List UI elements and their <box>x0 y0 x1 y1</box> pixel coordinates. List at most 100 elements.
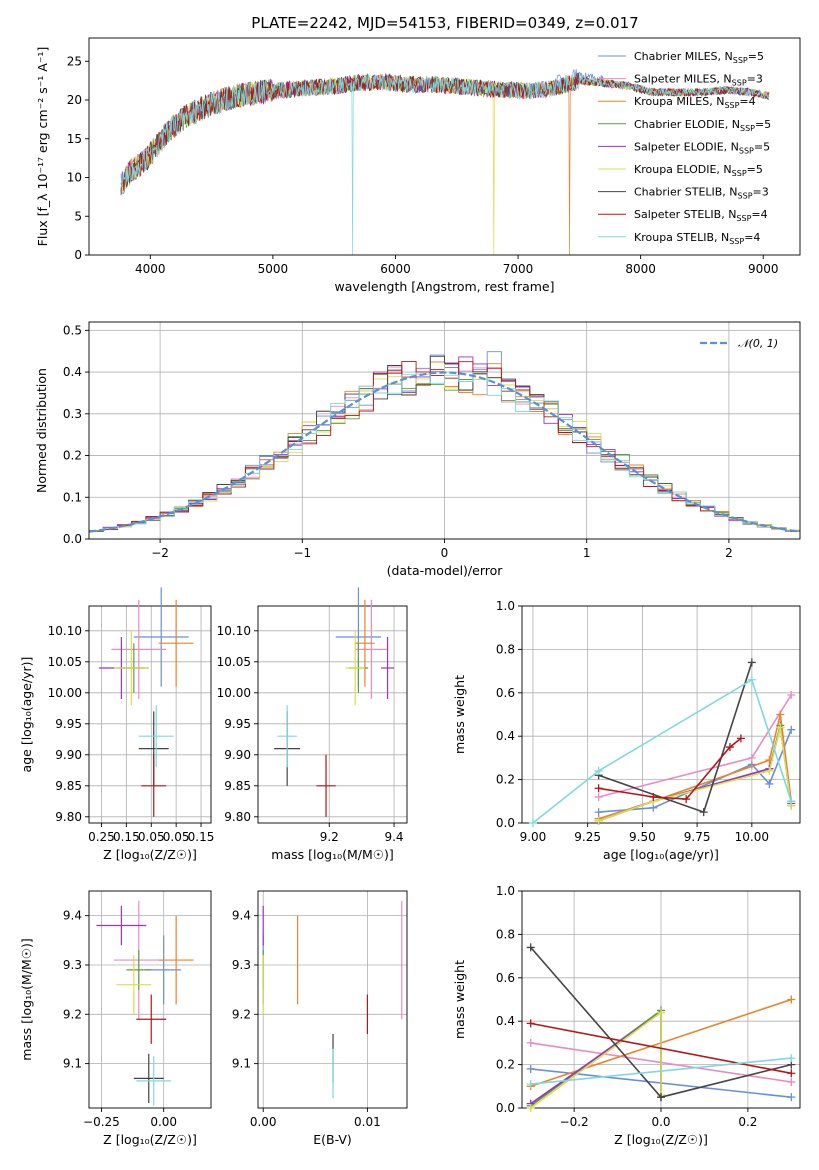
y-tick-label: 9.80 <box>55 810 82 824</box>
y-tick-label: 0.6 <box>496 686 515 700</box>
mass-weight-marker <box>526 1080 535 1089</box>
legend-entry: Chabrier STELIB, NSSP=3 <box>634 186 769 201</box>
y-tick-label: 1.0 <box>496 599 515 613</box>
y-axis-label: Normed distribution <box>34 368 49 493</box>
errorbar-point <box>316 754 336 817</box>
mass-weight-marker <box>776 723 785 732</box>
legend-entry: Kroupa STELIB, NSSP=4 <box>634 231 760 246</box>
mass-weight-marker <box>699 808 708 817</box>
x-axis-label: E(B-V) <box>313 1132 352 1147</box>
y-tick-label: 0.5 <box>63 323 82 337</box>
y-tick-label: 9.4 <box>232 909 251 923</box>
mass-weight-line <box>530 1057 792 1085</box>
spectrum-series-line <box>120 74 770 255</box>
x-tick-label: −2 <box>151 546 169 560</box>
errorbar-point <box>116 955 152 1015</box>
y-tick-label: 9.80 <box>224 810 251 824</box>
y-tick-label: 0.1 <box>63 490 82 504</box>
y-tick-label: 0.6 <box>496 971 515 985</box>
x-tick-label: 0.25 <box>88 830 115 844</box>
mass-weight-marker <box>787 1069 796 1078</box>
x-tick-label: 10.00 <box>735 830 769 844</box>
x-axis-label: wavelength [Angstrom, rest frame] <box>334 279 554 294</box>
axes-frame <box>521 890 801 1109</box>
x-tick-label: 1 <box>583 546 591 560</box>
x-tick-label: 0.00 <box>250 1115 277 1129</box>
y-tick-label: 0.3 <box>63 407 82 421</box>
spectrum-panel: 4000 5000 6000 7000 8000 9000 0 5 10 15 20 25 wavele… <box>35 37 801 294</box>
mass-weight-marker <box>747 753 756 762</box>
massweight-vs-age-panel: 9.00 9.25 9.50 9.75 10.00 0.0 0.2 0.4 0.6 0.8 1.0 a… <box>452 599 801 862</box>
x-tick-label: 0.01 <box>354 1115 381 1129</box>
y-axis-label: mass weight <box>452 675 467 754</box>
axes-frame <box>88 890 212 1109</box>
x-axis-label: (data-model)/error <box>387 563 504 578</box>
x-axis-label: Z [log₁₀(Z/Z☉)] <box>103 847 197 862</box>
y-tick-label: 10.10 <box>48 624 82 638</box>
mass-weight-marker <box>787 1077 796 1086</box>
legend-entry: 𝒩(0, 1) <box>738 337 778 350</box>
x-tick-label: 0.15 <box>113 830 140 844</box>
residuals-panel: −2 −1 0 1 2 0.0 0.1 0.2 0.3 0.4 0.5 (data-model)/er… <box>34 321 801 578</box>
y-axis-label: mass weight <box>452 960 467 1039</box>
mass-weight-marker <box>736 734 745 743</box>
mass-weight-marker <box>594 816 603 825</box>
gaussian-curve <box>88 371 801 533</box>
y-tick-label: 0.0 <box>496 1101 515 1115</box>
massweight-vs-Z-panel: −0.2 0.0 0.2 0.0 0.2 0.4 0.6 0.8 1.0 Z [log₁₀(Z/Z… <box>452 884 801 1147</box>
y-tick-label: 0.2 <box>496 773 515 787</box>
y-axis-label: mass [log₁₀(M/M☉)] <box>19 938 34 1060</box>
y-tick-label: 10.00 <box>48 686 82 700</box>
errorbar-point <box>138 705 174 768</box>
figure-title: PLATE=2242, MJD=54153, FIBERID=0349, z=0… <box>251 14 638 32</box>
errorbar-point <box>111 599 167 699</box>
y-tick-label: 0.4 <box>496 729 515 743</box>
legend-entry: Salpeter MILES, NSSP=3 <box>634 73 763 88</box>
mass-weight-marker <box>725 743 734 752</box>
x-tick-label: 2 <box>725 546 733 560</box>
mass-weight-marker <box>594 792 603 801</box>
y-tick-label: 9.85 <box>55 779 82 793</box>
axes-frame <box>257 605 408 824</box>
errorbar-point <box>136 994 167 1044</box>
y-tick-label: 0.2 <box>496 1058 515 1072</box>
mass-weight-marker <box>657 1093 665 1102</box>
y-tick-label: 0.2 <box>63 449 82 463</box>
axes-frame <box>88 605 212 824</box>
age-vs-mass-panel: 9.2 9.4 9.80 9.85 9.90 9.95 10.00 10.05 10.10 mas… <box>217 587 408 862</box>
y-tick-label: 9.2 <box>63 1007 82 1021</box>
x-tick-label: 0.05 <box>138 830 165 844</box>
x-tick-label: 0.0 <box>651 1115 670 1129</box>
legend-entry: Chabrier ELODIE, NSSP=5 <box>634 118 771 133</box>
errorbar-point <box>355 599 388 699</box>
mass-vs-Z-panel: −0.25 0.00 9.1 9.2 9.3 9.4 Z [log₁₀(Z/Z☉)] mass… <box>19 890 212 1147</box>
mass-weight-marker <box>594 784 603 793</box>
mass-weight-marker <box>528 819 537 827</box>
spectrum-series-line <box>120 73 770 191</box>
residual-histogram <box>89 372 800 534</box>
x-tick-label: 0.2 <box>738 1115 757 1129</box>
x-tick-label: 0 <box>441 546 449 560</box>
axes-frame <box>88 37 801 256</box>
errorbar-point <box>136 1056 172 1106</box>
y-tick-label: 0.0 <box>63 532 82 546</box>
errorbar-point <box>133 587 189 687</box>
x-axis-label: age [log₁₀(age/yr)] <box>603 847 719 862</box>
errorbar-point <box>381 637 395 699</box>
y-tick-label: 9.3 <box>63 958 82 972</box>
mass-weight-marker <box>787 995 796 1004</box>
errorbar-point <box>158 915 194 1005</box>
x-tick-label: 9.4 <box>384 830 403 844</box>
mass-weight-line <box>598 662 753 814</box>
legend-entry: Kroupa ELODIE, NSSP=5 <box>634 163 763 178</box>
y-tick-label: 5 <box>74 209 82 223</box>
y-tick-label: 9.90 <box>55 748 82 762</box>
mass-weight-marker <box>787 1093 796 1102</box>
x-tick-label: 0.05 <box>163 830 190 844</box>
mass-weight-marker <box>787 1054 796 1063</box>
y-tick-label: 20 <box>67 93 82 107</box>
y-tick-label: 0.4 <box>496 1014 515 1028</box>
y-tick-label: 9.1 <box>63 1057 82 1071</box>
legend-entry: Kroupa MILES, NSSP=4 <box>634 95 756 110</box>
